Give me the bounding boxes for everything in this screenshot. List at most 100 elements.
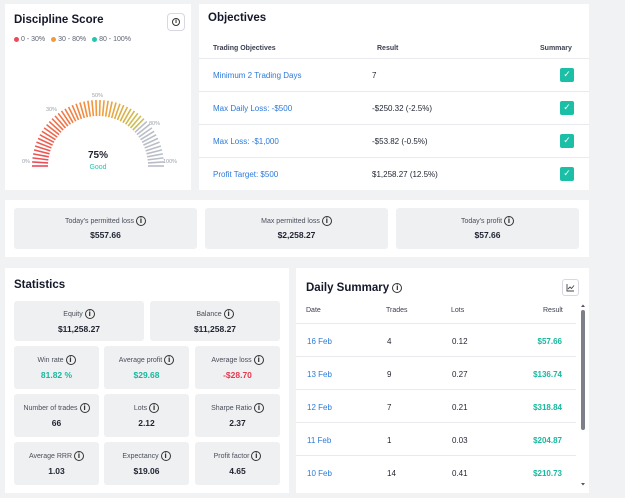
daily-header-trades: Trades xyxy=(386,307,408,314)
daily-header-result: Result xyxy=(543,307,563,314)
objectives-card: Objectives Trading Objectives Result Sum… xyxy=(199,4,589,190)
info-icon[interactable]: i xyxy=(392,282,403,293)
info-icon[interactable]: i xyxy=(503,216,514,226)
check-icon: ✓ xyxy=(560,68,574,82)
info-icon[interactable]: i xyxy=(84,309,95,319)
equity-box: Equity i $11,258.27 xyxy=(14,301,144,341)
stat-label: Average RRR xyxy=(28,452,73,460)
objective-result: $1,258.27 (12.5%) xyxy=(372,170,438,179)
number-of-trades-box: Number of trades i 66 xyxy=(14,394,99,437)
gauge-segment xyxy=(140,130,155,141)
gauge-segment xyxy=(33,149,50,155)
stat-label: Average loss xyxy=(211,356,252,364)
daily-summary-card: Daily Summary i Date Trades Lots Result … xyxy=(296,268,589,493)
daily-result: $318.84 xyxy=(533,403,562,412)
gauge-segment xyxy=(83,101,89,118)
info-icon[interactable]: i xyxy=(136,216,146,226)
check-icon: ✓ xyxy=(560,134,574,148)
info-icon[interactable]: i xyxy=(164,355,175,365)
gauge-segment xyxy=(134,120,148,133)
objectives-title: Objectives xyxy=(208,12,267,24)
daily-summary-title: Daily Summary i xyxy=(306,282,403,294)
gauge-segment xyxy=(138,127,153,138)
daily-lots: 0.27 xyxy=(452,370,468,379)
gauge-segment xyxy=(71,104,80,121)
daily-date[interactable]: 11 Feb xyxy=(307,436,332,445)
gauge-segment xyxy=(64,108,74,124)
daily-result: $204.87 xyxy=(533,436,562,445)
legend-item-mid: 30 - 80% xyxy=(51,36,86,43)
max-permitted-loss-box: Max permitted loss i $2,258.27 xyxy=(205,208,388,249)
balance-value: $11,258.27 xyxy=(193,324,237,334)
daily-result: $136.74 xyxy=(533,370,562,379)
gauge-segment xyxy=(57,112,69,127)
gauge-segment xyxy=(124,110,136,125)
daily-date[interactable]: 16 Feb xyxy=(307,337,332,346)
objective-name[interactable]: Minimum 2 Trading Days xyxy=(213,71,302,80)
legend-item-high: 80 - 100% xyxy=(92,36,131,43)
todays-permitted-loss-box: Today's permitted loss i $557.66 xyxy=(14,208,197,249)
limits-card: Today's permitted loss i $557.66 Max per… xyxy=(5,200,589,257)
gauge-segment xyxy=(101,100,105,117)
gauge-segment xyxy=(144,141,160,149)
objective-name[interactable]: Max Daily Loss: -$500 xyxy=(213,104,293,113)
info-icon[interactable]: i xyxy=(74,451,84,461)
average-rrr-box: Average RRR i 1.03 xyxy=(14,442,99,485)
daily-scrollbar[interactable] xyxy=(580,304,586,487)
scroll-thumb[interactable] xyxy=(581,310,585,430)
expectancy-value: $19.06 xyxy=(133,466,160,476)
info-icon[interactable]: i xyxy=(321,216,332,226)
objective-name[interactable]: Profit Target: $500 xyxy=(213,170,279,179)
stat-label: Profit factor xyxy=(213,452,250,460)
info-icon[interactable]: i xyxy=(253,403,264,413)
gauge-segment xyxy=(43,127,58,138)
objective-name[interactable]: Max Loss: -$1,000 xyxy=(213,137,279,146)
average-loss-box: Average loss i -$28.70 xyxy=(195,346,280,389)
profit-factor-box: Profit factor i 4.65 xyxy=(195,442,280,485)
daily-trades: 9 xyxy=(387,370,392,379)
equity-value: $11,258.27 xyxy=(57,324,101,334)
gauge-segment xyxy=(122,108,132,124)
discipline-info-button[interactable]: i xyxy=(167,13,185,31)
daily-lots: 0.12 xyxy=(452,337,468,346)
gauge-segment xyxy=(107,101,113,118)
gauge-segment xyxy=(104,100,109,117)
gauge-segment xyxy=(146,149,163,155)
gauge-segment xyxy=(32,161,49,164)
objective-row: Max Loss: -$1,000 -$53.82 (-0.5%) ✓ xyxy=(199,124,589,157)
gauge-segment xyxy=(46,123,60,136)
daily-date[interactable]: 10 Feb xyxy=(307,469,332,478)
objective-result: 7 xyxy=(372,71,377,80)
stat-label: Number of trades xyxy=(23,404,78,412)
daily-lots: 0.41 xyxy=(452,469,468,478)
average-profit-box: Average profit i $29.68 xyxy=(104,346,189,389)
discipline-gauge xyxy=(32,100,164,167)
lots-value: 2.12 xyxy=(138,418,155,428)
daily-date[interactable]: 12 Feb xyxy=(307,403,332,412)
daily-date[interactable]: 13 Feb xyxy=(307,370,332,379)
info-icon[interactable]: i xyxy=(251,451,262,461)
limit-value: $57.66 xyxy=(474,230,501,240)
info-icon[interactable]: i xyxy=(160,451,171,461)
info-icon[interactable]: i xyxy=(223,309,234,319)
info-icon[interactable]: i xyxy=(253,355,264,365)
chart-toggle-button[interactable] xyxy=(562,279,579,296)
stat-label: Balance xyxy=(196,310,222,318)
info-icon[interactable]: i xyxy=(149,403,160,413)
objectives-header-name: Trading Objectives xyxy=(213,45,276,52)
gauge-segment xyxy=(136,123,150,136)
gauge-segment xyxy=(91,100,95,117)
gauge-segment xyxy=(129,115,142,129)
average-loss-value: -$28.70 xyxy=(223,370,252,380)
info-icon[interactable]: i xyxy=(79,403,90,413)
gauge-segment xyxy=(147,157,164,161)
info-icon[interactable]: i xyxy=(65,355,76,365)
limit-label: Today's profit xyxy=(461,217,503,225)
scroll-arrows xyxy=(581,304,585,486)
table-row: 16 Feb 4 0.12 $57.66 xyxy=(296,323,576,356)
gauge-segment xyxy=(147,153,164,158)
table-row: 11 Feb 1 0.03 $204.87 xyxy=(296,422,576,455)
gauge-segment xyxy=(48,120,62,133)
daily-trades: 14 xyxy=(387,469,396,478)
discipline-title: Discipline Score xyxy=(14,14,104,26)
